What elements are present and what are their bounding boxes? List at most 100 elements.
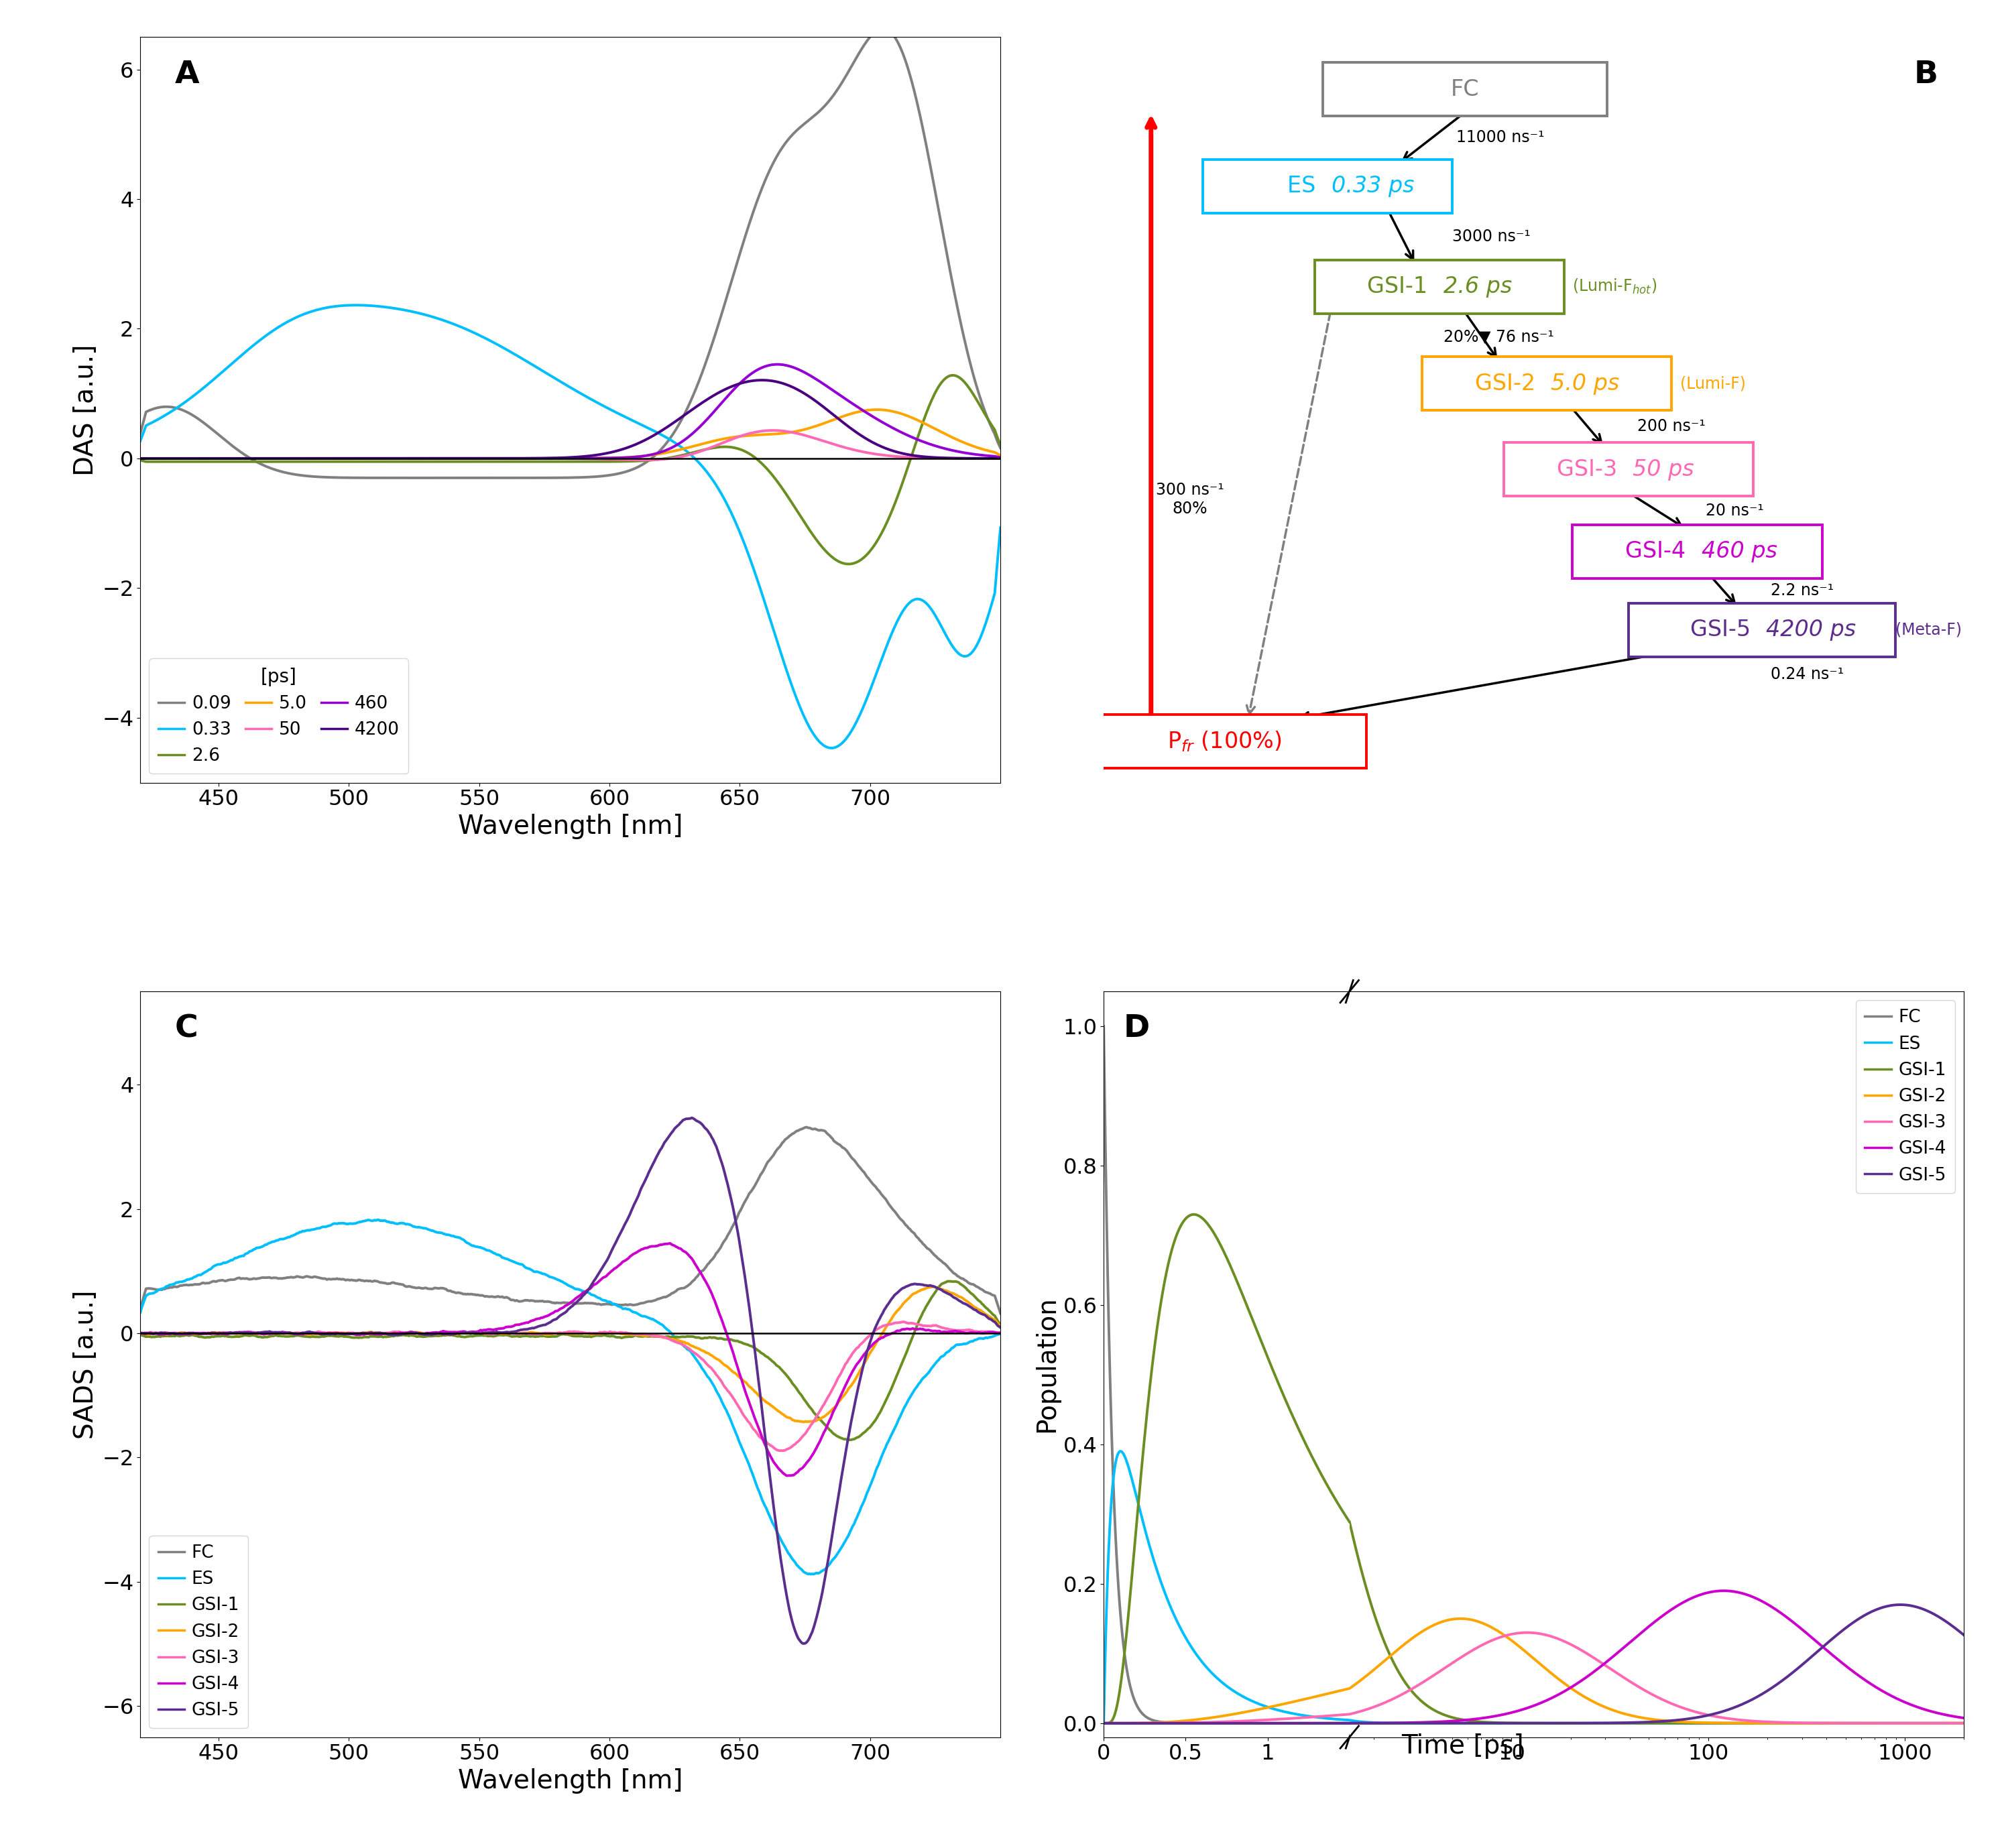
FC: [796, 1116, 820, 1138]
FancyBboxPatch shape: [1423, 357, 1671, 410]
Text: D: D: [1124, 1015, 1150, 1044]
Text: 50 ps: 50 ps: [1633, 458, 1693, 480]
GSI-2: [281, 1321, 305, 1343]
FC: [988, 1303, 1012, 1325]
GSI-5: [778, 1599, 802, 1621]
FC: [776, 1127, 800, 1149]
GSI-3: [128, 1321, 152, 1343]
GSI-5: [703, 1135, 727, 1157]
Line: GSI-2: GSI-2: [140, 1286, 1000, 1423]
FancyBboxPatch shape: [1202, 159, 1453, 213]
GSI-4: [517, 1310, 541, 1332]
GSI-5: [988, 1316, 1012, 1338]
Legend: FC, ES, GSI-1, GSI-2, GSI-3, GSI-4, GSI-5: FC, ES, GSI-1, GSI-2, GSI-3, GSI-4, GSI-…: [148, 1536, 248, 1728]
Line: GSI-3: GSI-3: [140, 1321, 1000, 1451]
GSI-5: [517, 1318, 541, 1340]
FC: [703, 1246, 727, 1268]
GSI-3: [892, 1310, 916, 1332]
GSI-1: [988, 1314, 1012, 1336]
GSI-4: [988, 1321, 1012, 1343]
GSI-3: [635, 1323, 659, 1345]
Text: GSI-1: GSI-1: [1367, 275, 1435, 298]
Text: Time [ps]: Time [ps]: [1401, 1733, 1525, 1759]
GSI-1: [938, 1270, 962, 1292]
GSI-2: [128, 1323, 152, 1345]
GSI-5: [679, 1107, 703, 1129]
GSI-3: [703, 1362, 727, 1384]
ES: [281, 1225, 305, 1247]
GSI-2: [349, 1321, 373, 1343]
GSI-3: [281, 1323, 305, 1345]
GSI-2: [792, 1412, 816, 1434]
GSI-2: [922, 1275, 946, 1297]
GSI-1: [703, 1327, 727, 1349]
ES: [703, 1379, 727, 1401]
Text: 2.6 ps: 2.6 ps: [1443, 275, 1513, 298]
GSI-5: [128, 1321, 152, 1343]
Text: 20 ns⁻¹: 20 ns⁻¹: [1705, 503, 1764, 519]
GSI-4: [349, 1323, 373, 1345]
ES: [637, 1307, 661, 1329]
GSI-4: [128, 1323, 152, 1345]
Text: 3000 ns⁻¹: 3000 ns⁻¹: [1453, 229, 1531, 244]
GSI-3: [988, 1321, 1012, 1343]
GSI-5: [281, 1323, 305, 1345]
FC: [128, 1297, 152, 1319]
X-axis label: Wavelength [nm]: Wavelength [nm]: [459, 1769, 683, 1794]
GSI-4: [635, 1236, 659, 1258]
ES: [800, 1563, 824, 1586]
ES: [519, 1258, 543, 1281]
Text: (Lumi-F$_{hot}$): (Lumi-F$_{hot}$): [1573, 277, 1657, 296]
Text: GSI-3: GSI-3: [1557, 458, 1623, 480]
Y-axis label: DAS [a.u.]: DAS [a.u.]: [72, 344, 98, 475]
GSI-5: [635, 1164, 659, 1186]
FancyBboxPatch shape: [1082, 715, 1367, 769]
Text: 11000 ns⁻¹: 11000 ns⁻¹: [1457, 129, 1545, 146]
GSI-4: [281, 1323, 305, 1345]
Text: 0.24 ns⁻¹: 0.24 ns⁻¹: [1770, 667, 1844, 682]
GSI-5: [349, 1321, 373, 1343]
Line: ES: ES: [140, 1220, 1000, 1574]
Text: C: C: [174, 1015, 198, 1044]
GSI-1: [128, 1323, 152, 1345]
Y-axis label: SADS [a.u.]: SADS [a.u.]: [72, 1290, 98, 1440]
GSI-2: [776, 1406, 800, 1429]
Text: GSI-4: GSI-4: [1625, 540, 1693, 562]
GSI-4: [657, 1233, 681, 1255]
Line: GSI-5: GSI-5: [140, 1118, 1000, 1643]
Line: GSI-4: GSI-4: [140, 1244, 1000, 1477]
ES: [367, 1209, 391, 1231]
GSI-4: [774, 1465, 798, 1488]
GSI-3: [778, 1438, 802, 1460]
Text: GSI-5: GSI-5: [1689, 619, 1758, 641]
GSI-2: [517, 1321, 541, 1343]
FancyBboxPatch shape: [1503, 444, 1754, 497]
GSI-2: [988, 1316, 1012, 1338]
GSI-1: [635, 1325, 659, 1347]
GSI-1: [836, 1429, 860, 1451]
GSI-1: [776, 1366, 800, 1388]
FC: [281, 1266, 305, 1288]
Text: 200 ns⁻¹: 200 ns⁻¹: [1637, 418, 1705, 434]
GSI-1: [281, 1325, 305, 1347]
GSI-4: [780, 1464, 804, 1486]
GSI-3: [349, 1323, 373, 1345]
GSI-2: [635, 1325, 659, 1347]
FC: [517, 1290, 541, 1312]
GSI-3: [770, 1440, 794, 1462]
Text: 4200 ps: 4200 ps: [1766, 619, 1856, 641]
Line: FC: FC: [140, 1127, 1000, 1314]
FancyBboxPatch shape: [1573, 525, 1822, 578]
Line: GSI-1: GSI-1: [140, 1281, 1000, 1440]
GSI-1: [349, 1327, 373, 1349]
Text: ES: ES: [1287, 176, 1323, 198]
Legend: FC, ES, GSI-1, GSI-2, GSI-3, GSI-4, GSI-5: FC, ES, GSI-1, GSI-2, GSI-3, GSI-4, GSI-…: [1856, 1000, 1956, 1194]
Legend: 0.09, 0.33, 2.6, 5.0, 50, 460, 4200: 0.09, 0.33, 2.6, 5.0, 50, 460, 4200: [148, 658, 409, 774]
Text: (Lumi-F): (Lumi-F): [1679, 375, 1745, 392]
Text: GSI-2: GSI-2: [1475, 373, 1543, 395]
FC: [349, 1270, 373, 1292]
ES: [349, 1210, 373, 1233]
ES: [988, 1323, 1012, 1345]
Text: 20%▼ 76 ns⁻¹: 20%▼ 76 ns⁻¹: [1443, 329, 1553, 344]
Text: P$_{fr}$ (100%): P$_{fr}$ (100%): [1166, 730, 1281, 754]
